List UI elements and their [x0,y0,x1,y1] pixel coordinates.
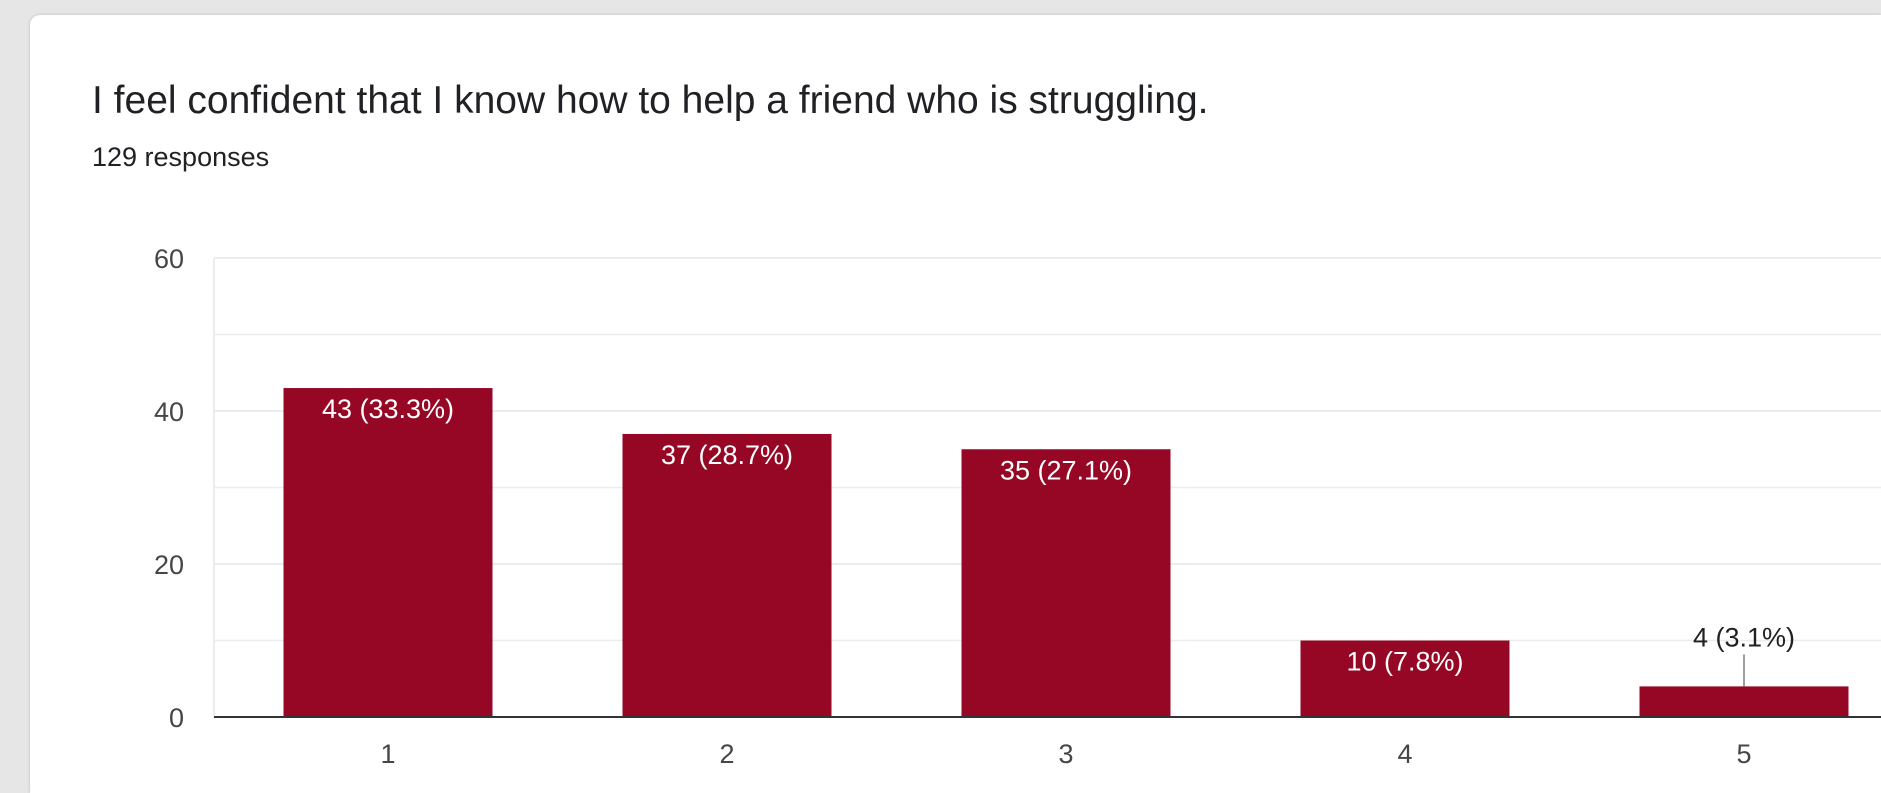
bar [622,433,832,717]
data-label: 37 (28.7%) [661,440,793,470]
x-tick-label: 4 [1397,739,1412,769]
response-count: 129 responses [92,142,270,172]
y-tick-label: 60 [154,244,184,274]
y-tick-label: 40 [154,397,184,427]
data-label: 4 (3.1%) [1693,622,1795,652]
bar [961,449,1171,717]
y-tick-label: 20 [154,550,184,580]
data-label: 10 (7.8%) [1346,647,1463,677]
y-tick-label: 0 [169,703,184,733]
bar [1639,686,1849,717]
bar [283,388,493,717]
x-tick-label: 3 [1058,739,1073,769]
x-tick-label: 2 [719,739,734,769]
question-title: I feel confident that I know how to help… [92,79,1209,122]
x-tick-label: 5 [1736,739,1751,769]
chart-card: I feel confident that I know how to help… [30,15,1881,793]
x-tick-label: 1 [380,739,395,769]
bar-chart: 0 20 40 60 43 (33.3%) 1 37 (28.7%) 2 35 (27.1%) 3… [154,244,1881,769]
data-label: 35 (27.1%) [1000,455,1132,485]
bar [1300,640,1510,717]
data-label: 43 (33.3%) [322,394,454,424]
